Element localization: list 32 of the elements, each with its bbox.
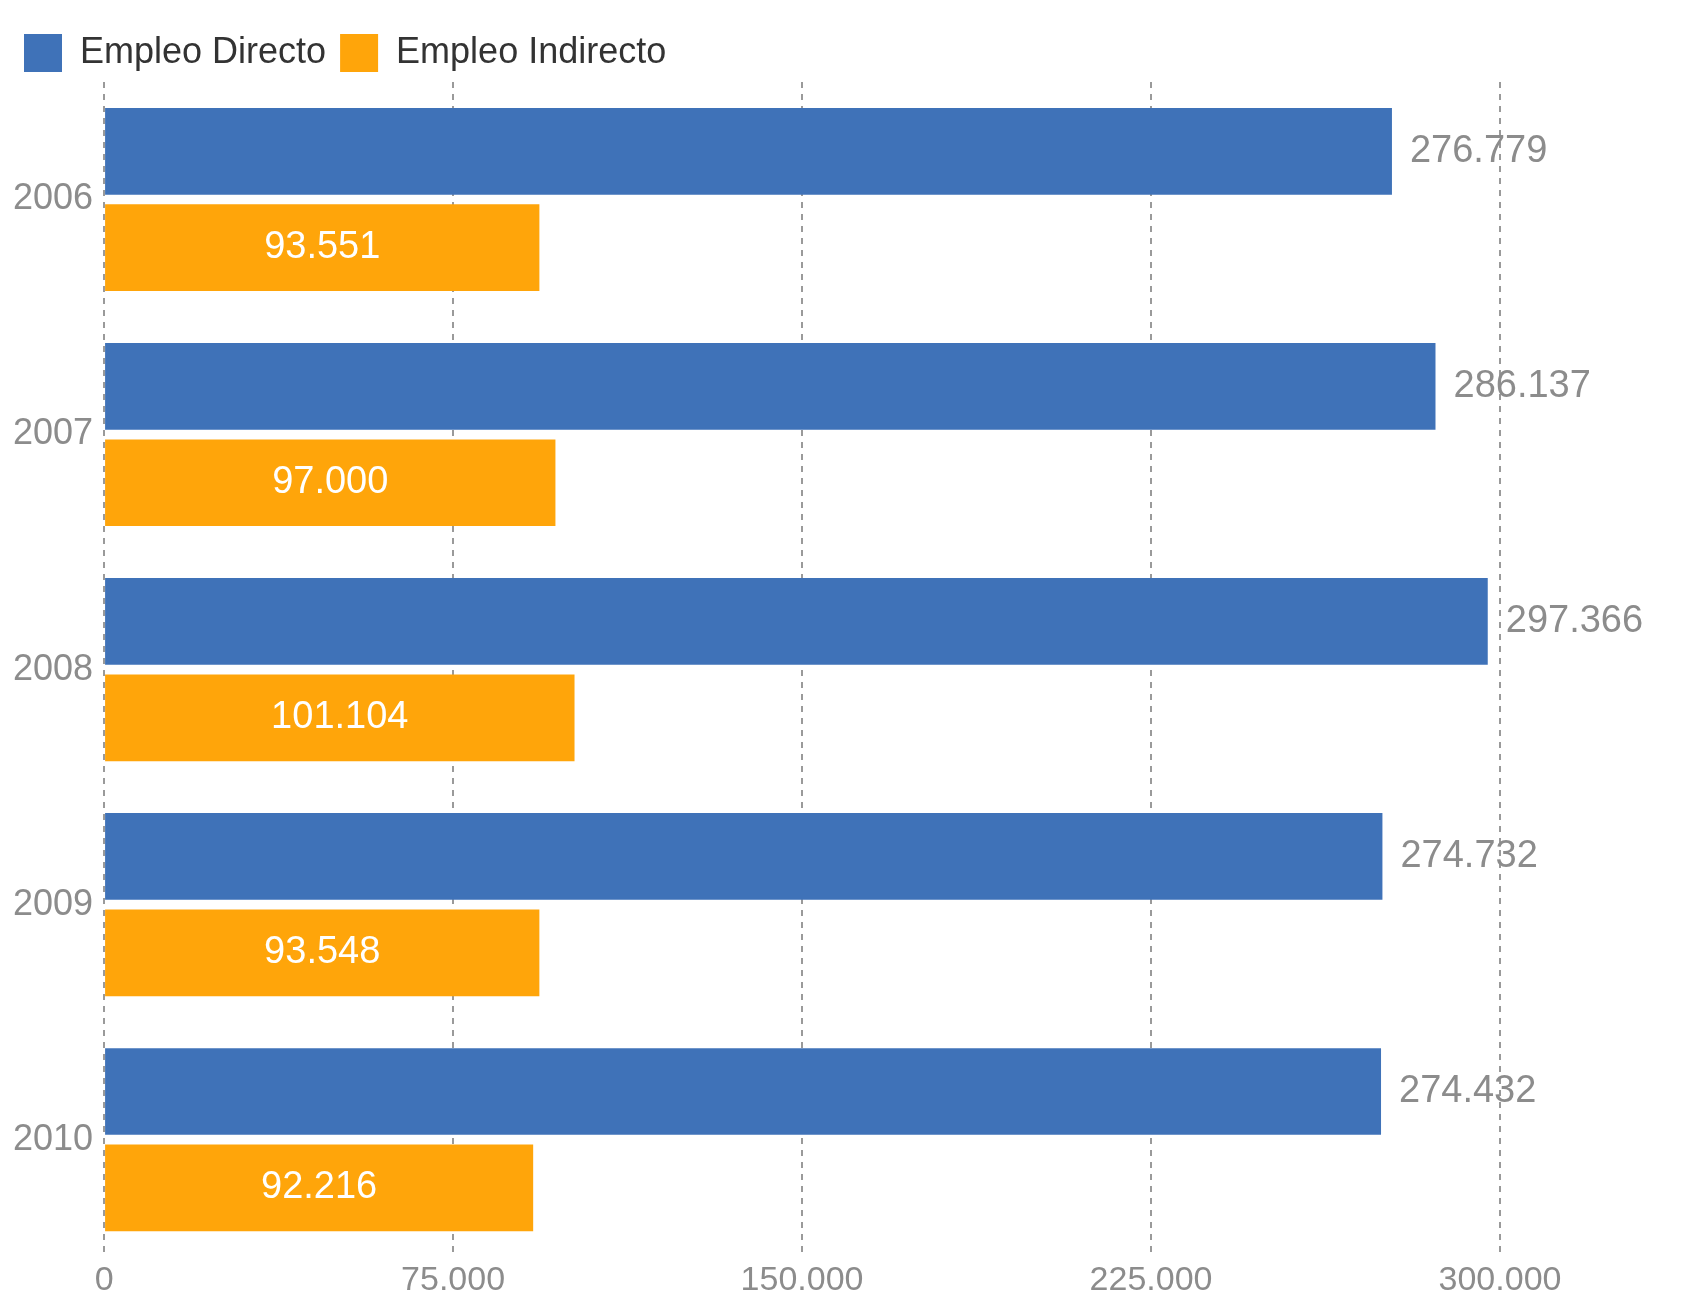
x-tick-label: 225.000 xyxy=(1089,1258,1213,1297)
data-label: 97.000 xyxy=(272,459,389,502)
data-label: 93.551 xyxy=(264,224,381,267)
bar xyxy=(105,204,540,292)
data-label: 297.366 xyxy=(1505,597,1644,640)
bar xyxy=(105,1144,534,1232)
bar xyxy=(105,813,1383,900)
legend-label: Empleo Directo xyxy=(80,29,327,71)
data-label: 274.432 xyxy=(1399,1067,1537,1110)
bar xyxy=(105,439,556,527)
y-tick-label: 2006 xyxy=(12,176,94,218)
y-tick-label: 2007 xyxy=(12,411,94,453)
data-label: 274.732 xyxy=(1400,832,1538,875)
x-tick-label: 150.000 xyxy=(740,1258,864,1297)
bar xyxy=(105,909,540,997)
data-label: 286.137 xyxy=(1453,362,1591,405)
data-label: 92.216 xyxy=(261,1164,378,1207)
legend-label: Empleo Indirecto xyxy=(396,29,667,71)
x-tick-label: 0 xyxy=(94,1258,114,1297)
data-label: 93.548 xyxy=(264,929,381,972)
y-tick-label: 2009 xyxy=(12,881,94,923)
bar xyxy=(105,674,575,762)
bar xyxy=(105,343,1436,430)
y-tick-label: 2010 xyxy=(12,1116,94,1158)
bar xyxy=(105,1048,1382,1135)
data-label: 276.779 xyxy=(1409,127,1548,170)
bar xyxy=(105,578,1488,665)
x-tick-label: 75.000 xyxy=(401,1258,506,1297)
x-tick-label: 300.000 xyxy=(1438,1258,1562,1297)
data-label: 101.104 xyxy=(271,694,409,737)
bar xyxy=(105,107,1392,195)
y-tick-label: 2008 xyxy=(12,646,94,688)
